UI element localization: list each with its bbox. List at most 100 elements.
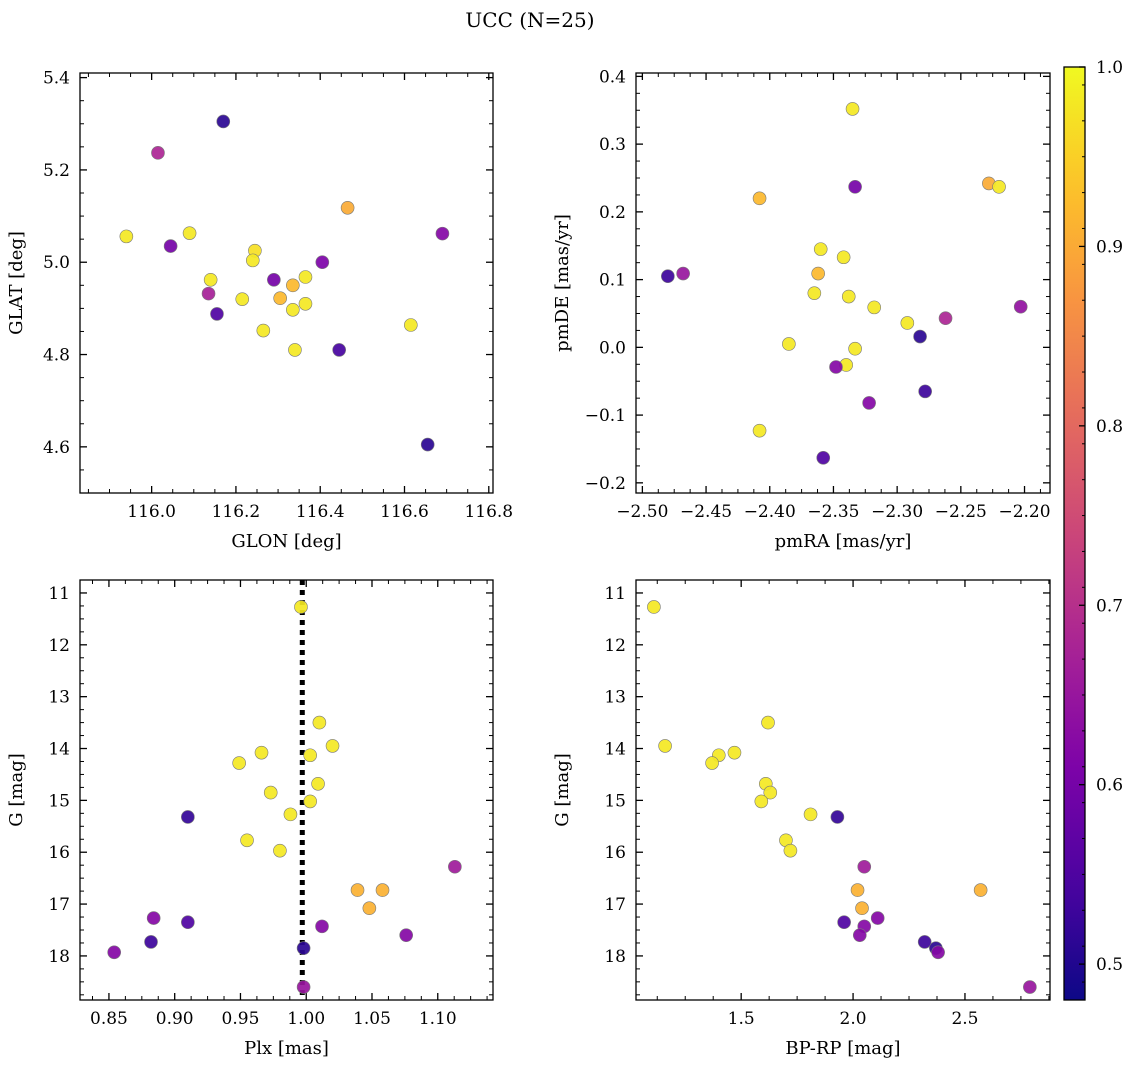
scatter-point [829,360,843,374]
scatter-point [836,250,851,265]
scatter-point [848,341,862,356]
minor-ticks [636,579,1050,1000]
scatter-point [267,272,281,287]
ticks [636,580,1050,1000]
scatter-point [938,311,953,326]
scatter-point [807,286,822,300]
x-tick-label: 116.6 [380,502,429,522]
scatter-point [754,794,769,809]
scatter-points [661,102,1028,465]
scatter-point [288,343,302,357]
y-tick-label: −0.1 [585,406,626,426]
scatter-point [763,785,778,800]
scatter-point [837,915,851,930]
y-tick-label: 12 [48,636,70,656]
y-tick-label: 0.0 [599,338,626,358]
figure-title: UCC (N=25) [465,8,594,32]
scatter-point [350,883,365,897]
y-tick-label: 0.1 [599,271,626,291]
y-axis-label: G [mag] [6,753,27,826]
scatter-point [783,843,798,858]
x-tick-label: −2.50 [616,502,668,522]
ticks [80,580,493,1000]
y-tick-label: 4.8 [43,346,70,366]
ticks [80,73,493,493]
scatter-point [201,286,216,301]
x-tick-label: −2.25 [935,502,987,522]
colorbar-gradient [1063,66,1086,1001]
x-tick-label: 116.8 [464,502,513,522]
scatter-point [232,756,246,770]
scatter-point [420,437,435,452]
scatter-point [283,807,298,822]
panel-2: −2.50 −2.45 −2.40 −2.35 −2.30 −2.25 −2.20 −0.2 −… [552,67,1051,552]
x-tick-label: −2.30 [871,502,923,522]
scatter-point [210,307,224,321]
x-tick-label: 0.95 [222,1009,260,1029]
scatter-point [855,901,869,916]
y-tick-label: 14 [48,740,70,760]
scatter-point [303,794,317,809]
scatter-point [813,242,828,256]
x-tick-label: −2.40 [744,502,796,522]
scatter-point [286,302,300,317]
scatter-point [203,272,218,287]
panels: 116.0 116.2 116.4 116.6 116.8 4.6 4.8 5.0 5.2 5.4… [6,67,1051,1059]
colorbar-tick-label: 0.7 [1096,596,1123,616]
panel-4: 1.5 2.0 2.5 11 12 13 14 15 16 17 18 BP-RP [mag] G [m… [552,579,1051,1059]
scatter-point [296,941,311,955]
scatter-point [658,739,672,753]
y-tick-label: −0.2 [585,474,626,494]
scatter-point [647,600,661,614]
y-tick-label: 5.2 [43,161,70,181]
scatter-point [870,911,885,925]
scatter-point [448,859,462,874]
scatter-point [216,114,231,129]
scatter-point [435,226,450,241]
axes-frame [79,72,494,494]
scatter-points [119,114,450,452]
x-tick-label: 116.4 [296,502,345,522]
minor-ticks [636,73,1050,493]
y-tick-label: 14 [604,740,626,760]
scatter-point [852,928,867,942]
panel-1: 116.0 116.2 116.4 116.6 116.8 4.6 4.8 5.0 5.2 5.4… [6,69,513,552]
scatter-point [332,343,346,357]
y-tick-label: 13 [48,688,70,708]
scatter-point [119,229,134,244]
x-tick-label: 1.5 [728,1009,755,1029]
y-tick-label: 11 [48,584,70,604]
scatter-point [312,715,327,730]
scatter-point [917,935,932,949]
y-tick-label: 0.2 [599,203,626,223]
scatter-point [761,715,775,730]
scatter-point [850,883,865,897]
scatter-point [375,883,390,897]
scatter-point [254,745,269,760]
y-tick-label: 17 [48,895,70,915]
scatter-point [404,318,418,332]
scatter-point [857,859,872,874]
scatter-point [841,289,856,304]
x-tick-label: 116.0 [127,502,176,522]
scatter-point [296,980,311,994]
scatter-point [867,300,882,315]
scatter-points [647,600,1037,994]
scatter-point [399,928,413,942]
scatter-point [705,756,719,770]
scatter-point [830,810,845,824]
scatter-point [245,253,260,268]
axes-frame [635,72,1051,494]
scatter-point [182,226,197,240]
scatter-point [918,384,932,399]
colorbar-tick-label: 0.8 [1096,417,1123,437]
scatter-point [163,239,178,253]
y-tick-label: 16 [48,843,70,863]
scatter-point [661,269,675,284]
x-tick-label: 2.0 [840,1009,867,1029]
scatter-point [931,945,945,960]
x-axis-label: BP-RP [mag] [785,1038,900,1059]
scatter-points [107,600,462,994]
x-tick-label: −2.35 [807,502,859,522]
scatter-point [315,919,329,934]
